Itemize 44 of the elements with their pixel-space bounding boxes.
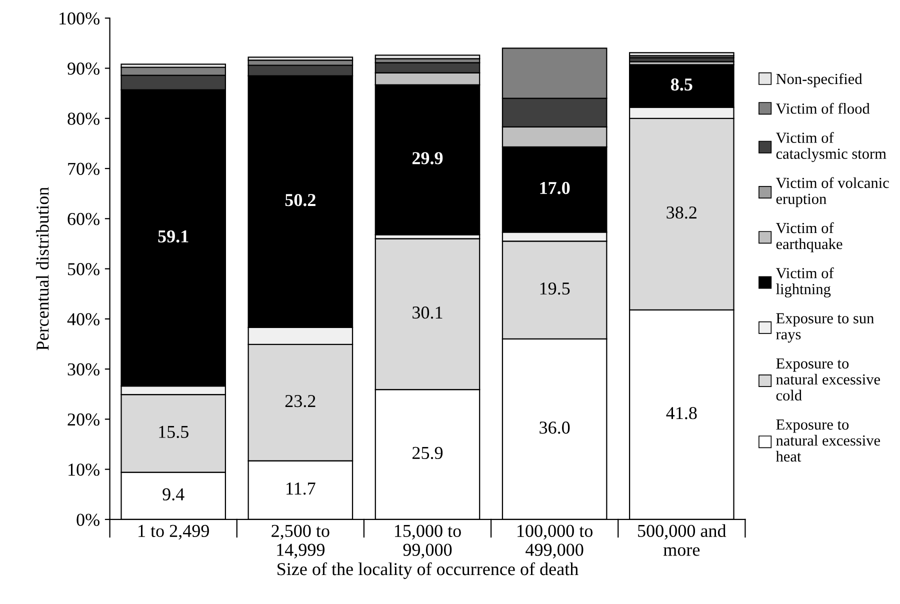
y-tick-label: 50% — [68, 263, 100, 276]
bar — [374, 54, 480, 60]
legend-label: Non-specified — [776, 73, 862, 88]
data-label: 23.2 — [285, 395, 316, 408]
x-tick-label: 100,000 to 499,000 — [518, 524, 593, 558]
y-tick-label: 60% — [68, 212, 100, 226]
legend-label: Victim of cataclysmic storm — [776, 132, 886, 162]
data-label: 38.2 — [666, 206, 696, 219]
data-label: 11.7 — [286, 482, 316, 495]
legend-label: Victim of flood — [776, 102, 870, 114]
x-tick-label: 1 to 2,499 — [138, 524, 209, 540]
data-label: 17.0 — [540, 182, 570, 194]
y-axis-title: Percentual distribution — [36, 187, 49, 350]
y-tick-label: 20% — [68, 413, 100, 426]
x-tick-label: 2,500 to 14,999 — [272, 524, 330, 558]
y-tick-label: 90% — [68, 62, 100, 75]
y-tick-label: 0% — [76, 514, 100, 526]
x-tick-label: 500,000 and more — [638, 524, 726, 556]
data-label: 8.5 — [670, 78, 692, 91]
legend-label: Exposure to natural excessive heat — [776, 420, 880, 462]
x-axis-title: Size of the locality of occurrence of death — [278, 562, 578, 579]
legend-label: Victim of volcanic eruption — [776, 177, 889, 208]
data-label: 29.9 — [412, 152, 443, 164]
y-tick-label: 70% — [68, 162, 100, 176]
legend-label: Exposure to sun rays — [776, 313, 874, 343]
legend-label: Victim of lightning — [776, 267, 834, 298]
y-tick-label: 30% — [68, 363, 100, 376]
data-label: 25.9 — [412, 446, 443, 460]
data-label: 19.5 — [540, 282, 570, 295]
legend-label: Victim of earthquake — [776, 222, 842, 252]
data-label: 36.0 — [540, 422, 570, 434]
x-tick-label: 15,000 to 99,000 — [394, 524, 461, 558]
y-tick-label: 80% — [68, 112, 100, 125]
y-tick-label: 10% — [68, 464, 100, 476]
data-label: 59.1 — [158, 230, 188, 243]
data-label: 41.8 — [666, 407, 697, 420]
legend-label: Exposure to natural excessive cold — [776, 358, 880, 401]
data-label: 30.1 — [412, 306, 442, 319]
data-label: 9.4 — [162, 488, 184, 500]
bar — [629, 52, 734, 56]
y-tick-label: 40% — [67, 313, 100, 326]
y-tick-label: 100% — [60, 12, 100, 25]
data-label: 50.2 — [285, 194, 316, 206]
data-label: 15.5 — [159, 426, 188, 438]
